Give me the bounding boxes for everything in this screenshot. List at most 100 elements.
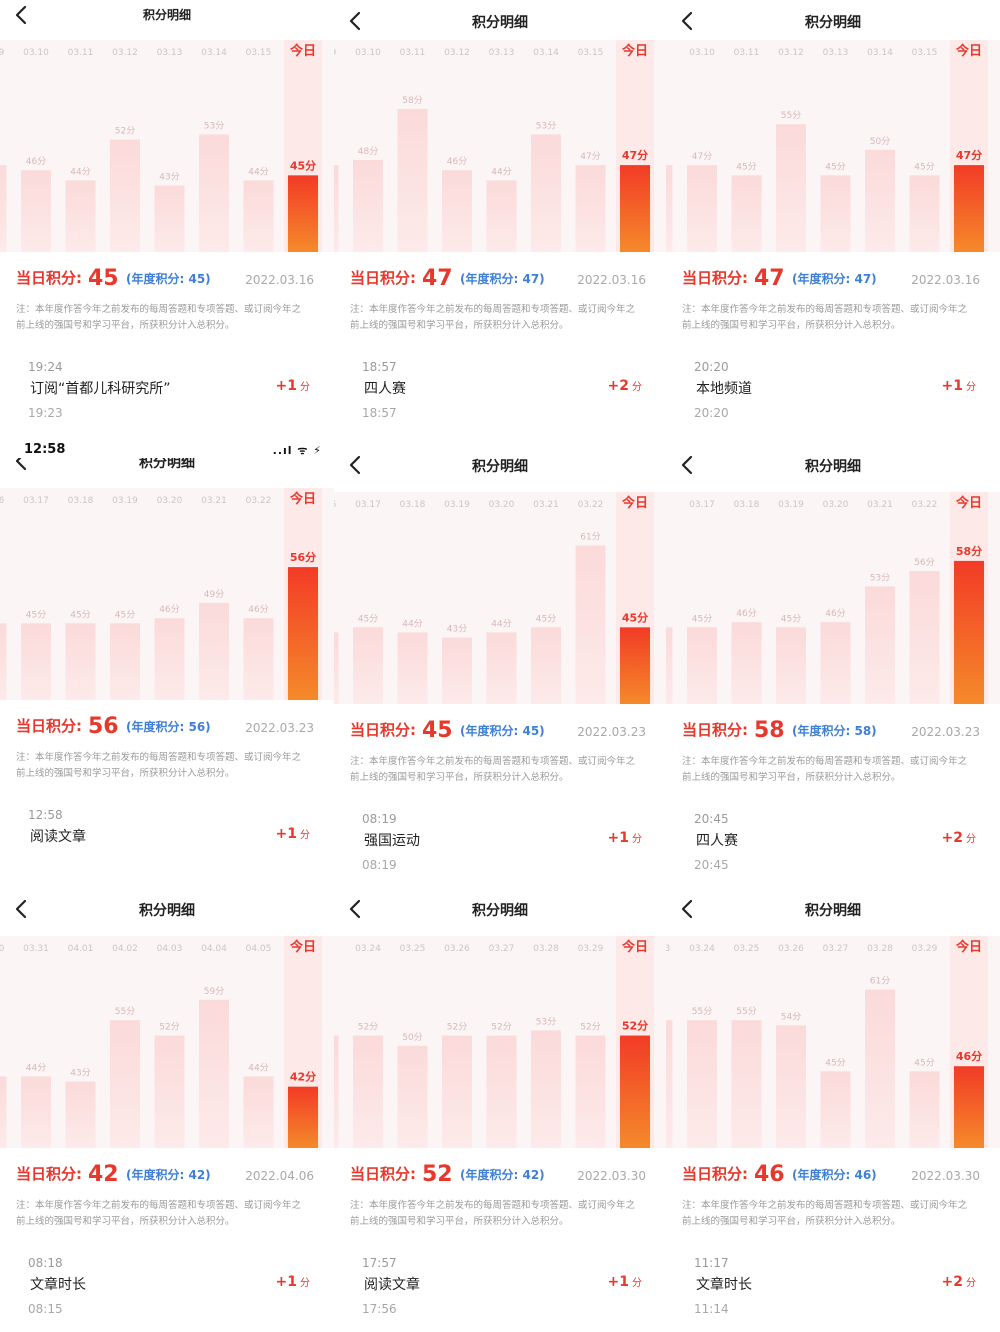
back-arrow-icon[interactable] bbox=[346, 452, 364, 478]
x-tick-label: 03.12 bbox=[112, 48, 138, 58]
x-tick-label: 03.15 bbox=[246, 48, 272, 58]
x-tick-label: 03.17 bbox=[355, 500, 381, 510]
x-tick-label: 03.22 bbox=[246, 496, 272, 506]
back-arrow-icon[interactable] bbox=[12, 896, 30, 922]
day-bar bbox=[334, 1035, 339, 1148]
day-bar bbox=[353, 160, 383, 252]
day-bar bbox=[442, 170, 472, 252]
back-arrow-icon[interactable] bbox=[346, 896, 364, 922]
x-tick-label: 03.16 bbox=[0, 496, 5, 506]
annual-points-prefix: (年度积分: bbox=[792, 272, 855, 286]
annual-points: (年度积分: 45) bbox=[126, 270, 211, 287]
day-bar bbox=[65, 180, 96, 252]
record-time: 20:20 bbox=[694, 406, 729, 420]
record-points-unit: 分 bbox=[300, 830, 310, 841]
back-arrow-icon[interactable] bbox=[346, 8, 364, 34]
nav-header: 积分明细 bbox=[0, 0, 334, 44]
record-row[interactable]: 四人赛 +2 分 bbox=[350, 374, 650, 402]
day-bar bbox=[666, 165, 673, 252]
record-time: 17:57 bbox=[362, 1256, 397, 1270]
x-tick-label: 03.19 bbox=[112, 496, 138, 506]
record-time: 17:56 bbox=[362, 1302, 397, 1316]
record-row[interactable]: 阅读文章 +1 分 bbox=[16, 822, 318, 850]
bar-value-label: 44分 bbox=[491, 618, 511, 629]
x-tick-label: 03.30 bbox=[0, 944, 5, 954]
bar-value-label: 50分 bbox=[870, 136, 890, 147]
back-arrow-icon[interactable] bbox=[678, 8, 696, 34]
day-bar bbox=[575, 545, 606, 704]
bar-value-label: 53分 bbox=[536, 1016, 556, 1027]
nav-header: 积分明细 bbox=[334, 888, 666, 932]
nav-header: 积分明细 bbox=[334, 444, 666, 488]
points-note: 注：本年度作答今年之前发布的每周答题和专项答题、或订阅今年之前上线的强国号和学习… bbox=[682, 304, 968, 331]
day-bar bbox=[731, 622, 762, 704]
record-row[interactable]: 强国运动 +1 分 bbox=[350, 826, 650, 854]
day-bar bbox=[353, 627, 383, 704]
today-bar bbox=[954, 1066, 984, 1148]
daily-points-summary: 当日积分: 42 (年度积分: 42) 2022.04.06 bbox=[16, 1158, 324, 1188]
x-tick-label: 03.24 bbox=[689, 944, 715, 954]
bar-value-label: 45分 bbox=[26, 609, 46, 620]
record-row[interactable]: 本地频道 +1 分 bbox=[682, 374, 984, 402]
day-bar bbox=[243, 618, 274, 700]
x-tick-label: 03.27 bbox=[823, 944, 849, 954]
day-bar bbox=[65, 1081, 96, 1148]
bar-value-label: 47分 bbox=[580, 151, 600, 162]
annual-points-value: 47 bbox=[522, 272, 540, 286]
bar-value-label: 55分 bbox=[781, 110, 801, 121]
points-detail-panel: 积分明细 03.24 52分 03.25 50分 03.26 52分 03.27 52分 03.2… bbox=[334, 888, 666, 1332]
daily-points-value: 47 bbox=[754, 266, 785, 291]
points-note: 注：本年度作答今年之前发布的每周答题和专项答题、或订阅今年之前上线的强国号和学习… bbox=[682, 1200, 968, 1227]
x-tick-label: 03.20 bbox=[157, 496, 183, 506]
day-bar bbox=[575, 165, 606, 252]
record-points-value: +1 bbox=[607, 830, 629, 846]
day-bar bbox=[531, 134, 561, 252]
points-record: 08:18 文章时长 +1 分 08:15 bbox=[16, 1256, 318, 1316]
record-time: 18:57 bbox=[362, 360, 397, 374]
annual-points: (年度积分: 42) bbox=[126, 1166, 211, 1183]
record-row[interactable]: 四人赛 +2 分 bbox=[682, 826, 984, 854]
nav-header: 积分明细 bbox=[666, 888, 1000, 932]
x-tick-label: 03.09 bbox=[0, 48, 5, 58]
day-bar bbox=[442, 1035, 472, 1148]
x-tick-label: 03.10 bbox=[23, 48, 49, 58]
record-label: 本地频道 bbox=[696, 381, 752, 397]
daily-points-summary: 当日积分: 45 (年度积分: 45) 2022.03.23 bbox=[350, 714, 656, 744]
x-tick-label: 03.28 bbox=[867, 944, 893, 954]
date-label: 2022.03.16 bbox=[577, 273, 646, 287]
points-record: 18:57 四人赛 +2 分 18:57 bbox=[350, 360, 650, 420]
points-note: 注：本年度作答今年之前发布的每周答题和专项答题、或订阅今年之前上线的强国号和学习… bbox=[350, 304, 636, 331]
points-record: 17:57 阅读文章 +1 分 17:56 bbox=[350, 1256, 650, 1316]
annual-points-suffix: ) bbox=[539, 1168, 545, 1182]
points-record: 20:20 本地频道 +1 分 20:20 bbox=[682, 360, 984, 420]
bar-value-label: 55分 bbox=[736, 1006, 756, 1017]
points-note: 注：本年度作答今年之前发布的每周答题和专项答题、或订阅今年之前上线的强国号和学习… bbox=[16, 752, 302, 779]
day-bar bbox=[0, 623, 7, 700]
date-label: 2022.03.30 bbox=[911, 1169, 980, 1183]
annual-points: (年度积分: 47) bbox=[792, 270, 877, 287]
bar-value-label: 44分 bbox=[491, 166, 511, 177]
record-label: 阅读文章 bbox=[364, 1277, 420, 1293]
record-row[interactable]: 文章时长 +2 分 bbox=[682, 1270, 984, 1298]
back-arrow-icon[interactable] bbox=[678, 452, 696, 478]
day-bar bbox=[731, 1020, 762, 1148]
back-arrow-icon[interactable] bbox=[12, 2, 30, 28]
bar-value-label: 45分 bbox=[358, 613, 378, 624]
day-bar bbox=[397, 632, 428, 704]
day-bar bbox=[865, 586, 895, 704]
annual-points-prefix: (年度积分: bbox=[792, 724, 855, 738]
record-row[interactable]: 订阅“首都儿科研究所” +1 分 bbox=[16, 374, 318, 402]
back-arrow-icon[interactable] bbox=[678, 896, 696, 922]
today-bar bbox=[288, 567, 318, 700]
day-bar bbox=[110, 1020, 140, 1148]
record-points-unit: 分 bbox=[632, 1278, 642, 1289]
record-row[interactable]: 阅读文章 +1 分 bbox=[350, 1270, 650, 1298]
points-bar-chart: 03.17 45分 03.18 46分 03.19 45分 03.20 46分 03.21 53分… bbox=[666, 492, 1000, 704]
x-tick-label: 04.03 bbox=[157, 944, 183, 954]
record-points-value: +1 bbox=[275, 1274, 297, 1290]
x-tick-label: 今日 bbox=[621, 495, 648, 511]
daily-points-value: 56 bbox=[88, 714, 119, 739]
record-time: 08:19 bbox=[362, 812, 397, 826]
record-row[interactable]: 文章时长 +1 分 bbox=[16, 1270, 318, 1298]
annual-points: (年度积分: 42) bbox=[460, 1166, 545, 1183]
